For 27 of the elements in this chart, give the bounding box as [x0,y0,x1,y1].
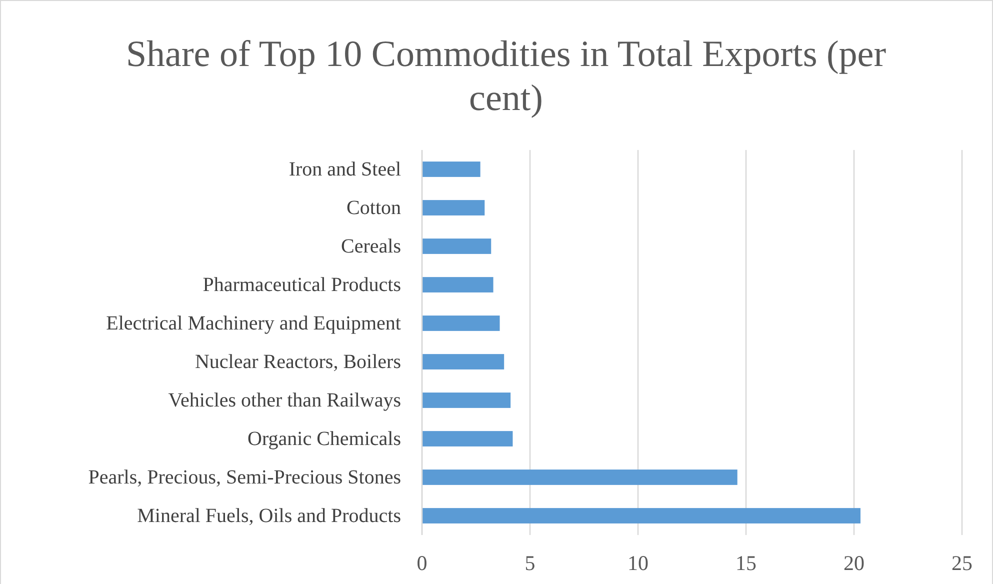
x-tick-label: 25 [952,550,972,575]
y-tick-label: Cereals [341,236,402,258]
y-tick-label: Mineral Fuels, Oils and Products [137,505,402,528]
bar [422,316,500,331]
x-tick-label: 10 [628,550,648,575]
x-tick-label: 20 [844,550,864,575]
bar [422,200,485,216]
y-tick-label: Vehicles other than Railways [168,390,402,412]
x-tick-label: 15 [736,550,756,575]
bar [422,508,860,524]
y-tick-label: Iron and Steel [288,158,402,181]
y-tick-label: Cotton [346,197,401,220]
y-tick-label: Nuclear Reactors, Boilers [194,351,402,374]
chart-title: Share of Top 10 Commodities in Total Exports (per cent) [126,34,886,119]
bar [422,470,738,485]
bar [422,238,492,254]
bar [422,277,494,292]
y-tick-label: Pharmaceutical Products [202,274,402,296]
bar [422,162,480,177]
bar [422,354,504,370]
y-tick-label: Pearls, Precious, Semi-Precious Stones [88,466,402,489]
bar [422,431,513,446]
x-tick-label: 0 [416,550,428,575]
y-tick-label: Electrical Machinery and Equipment [106,312,402,335]
x-tick-label: 5 [524,550,536,575]
bar [422,392,511,408]
y-tick-label: Organic Chemicals [248,428,402,450]
